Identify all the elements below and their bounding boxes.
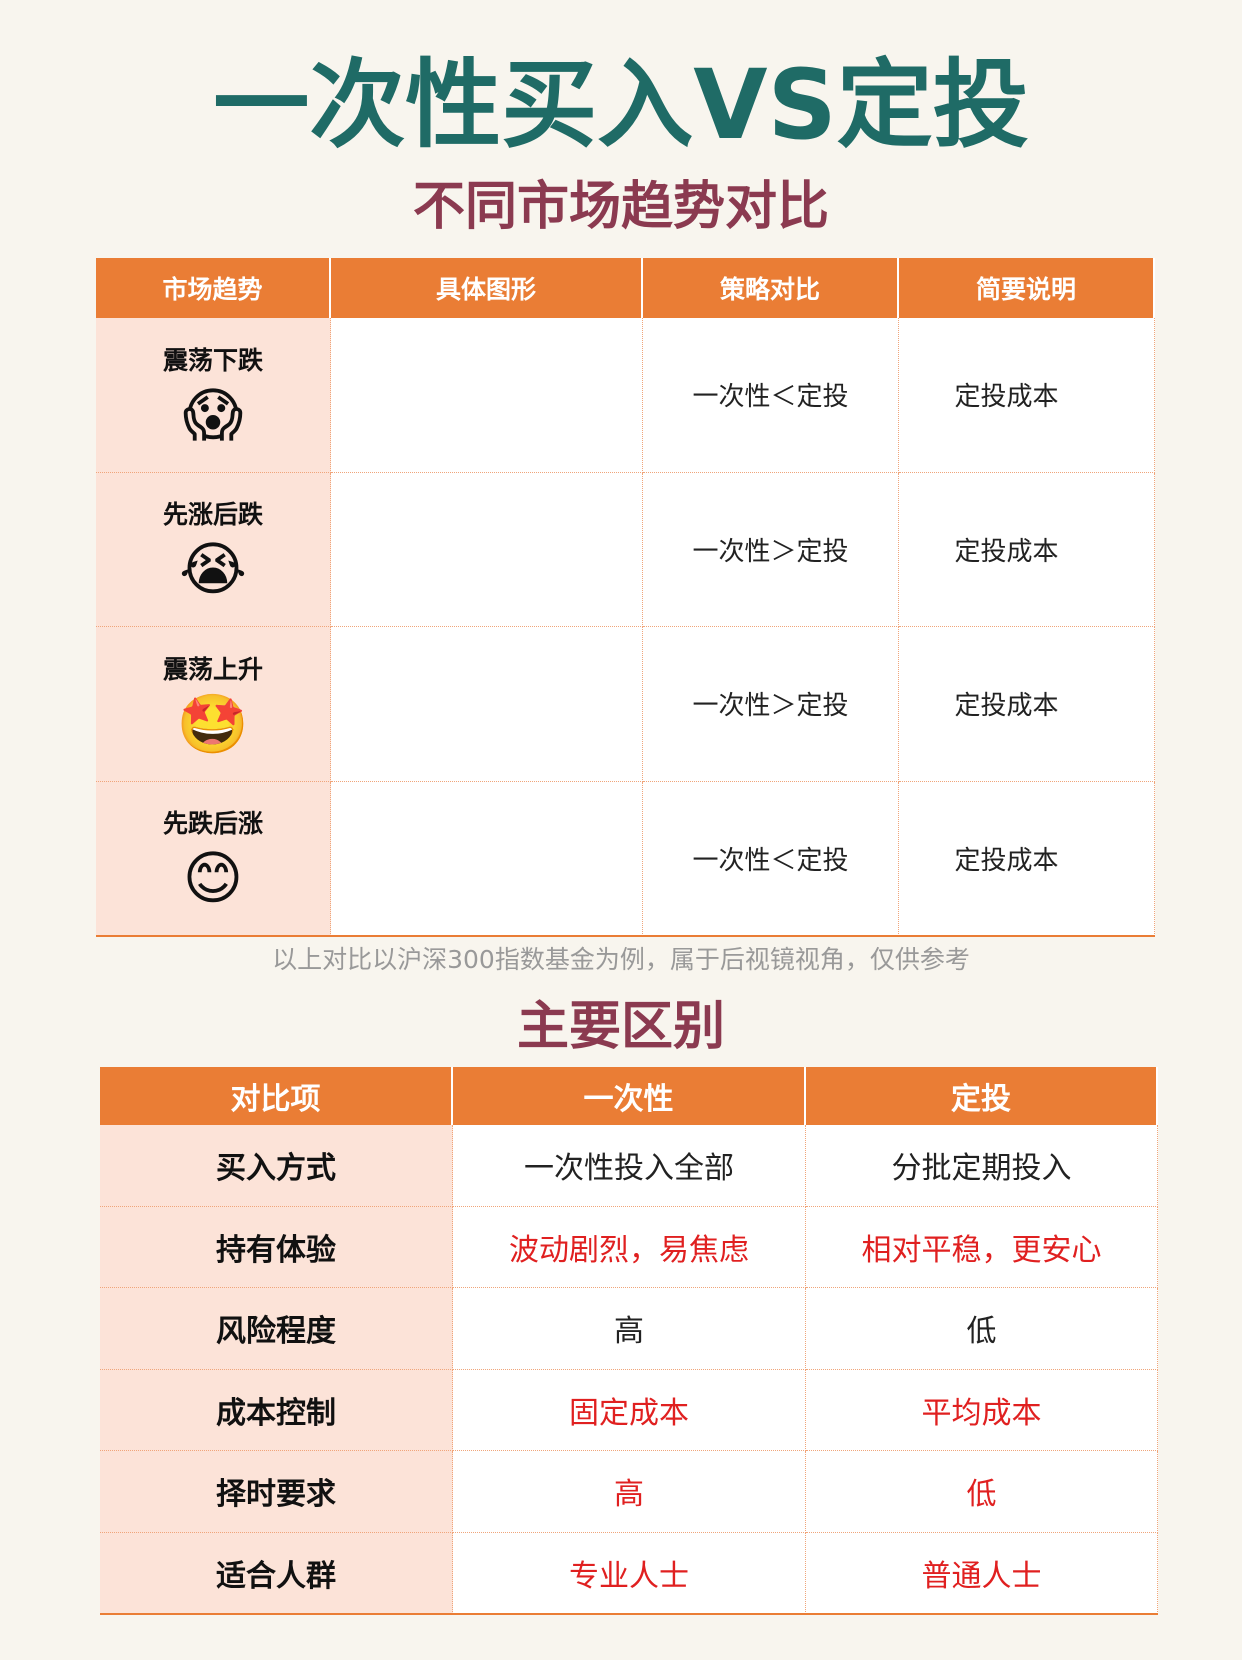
- item-cell: 成本控制: [100, 1369, 453, 1451]
- note: 以上对比以沪深300指数基金为例，属于后视镜视角，仅供参考: [272, 945, 970, 974]
- chart-cell: [331, 472, 643, 627]
- item-cell: 择时要求: [100, 1451, 453, 1533]
- item-cell: 适合人群: [100, 1532, 453, 1614]
- section-title: 主要区别: [516, 997, 725, 1057]
- value-cell: 高: [453, 1451, 806, 1533]
- summary-cell: 定投成本: [899, 472, 1155, 627]
- item-cell: 买入方式: [100, 1125, 453, 1207]
- trend-cell: 震荡下跌 😱: [96, 318, 331, 473]
- item-cell: 风险程度: [100, 1288, 453, 1370]
- compare-cell: 一次性＞定投: [643, 472, 899, 627]
- trend-cell: 先跌后涨 😊: [96, 781, 331, 936]
- header-cell: 定投: [806, 1067, 1158, 1125]
- header-cell: 简要说明: [899, 258, 1155, 318]
- trend-label: 先涨后跌: [162, 500, 263, 530]
- value-cell: 普通人士: [806, 1532, 1158, 1614]
- emoji: 😱: [182, 380, 244, 449]
- table-border: [96, 935, 1155, 937]
- value-cell: 相对平稳，更安心: [806, 1206, 1158, 1288]
- value-cell: 波动剧烈，易焦虑: [453, 1206, 806, 1288]
- compare-cell: 一次性＜定投: [643, 318, 899, 473]
- summary-cell: 定投成本: [899, 781, 1155, 936]
- value-cell: 平均成本: [806, 1369, 1158, 1451]
- header-cell: 市场趋势: [96, 258, 331, 318]
- header-cell: 对比项: [100, 1067, 453, 1125]
- trend-cell: 震荡上升 🤩: [96, 627, 331, 782]
- trend-label: 震荡下跌: [162, 345, 263, 375]
- emoji: 😭: [179, 535, 247, 604]
- header-cell: 具体图形: [331, 258, 643, 318]
- header-cell: 策略对比: [643, 258, 899, 318]
- value-cell: 专业人士: [453, 1532, 806, 1614]
- summary-cell: 定投成本: [899, 318, 1155, 473]
- value-cell: 高: [453, 1288, 806, 1370]
- subtitle: 不同市场趋势对比: [412, 177, 829, 237]
- value-cell: 分批定期投入: [806, 1125, 1158, 1207]
- trend-label: 先跌后涨: [162, 809, 263, 839]
- header-cell: 一次性: [453, 1067, 806, 1125]
- summary-cell: 定投成本: [899, 627, 1155, 782]
- compare-cell: 一次性＜定投: [643, 781, 899, 936]
- trend-cell: 先涨后跌 😭: [96, 472, 331, 627]
- table-border: [100, 1613, 1158, 1615]
- compare-cell: 一次性＞定投: [643, 627, 899, 782]
- emoji: 😊: [182, 844, 244, 913]
- trend-label: 震荡上升: [162, 654, 263, 684]
- title: 一次性买入VS定投: [213, 49, 1029, 161]
- item-cell: 持有体验: [100, 1206, 453, 1288]
- value-cell: 低: [806, 1451, 1158, 1533]
- value-cell: 固定成本: [453, 1369, 806, 1451]
- chart-cell: [331, 318, 643, 473]
- chart-cell: [331, 781, 643, 936]
- emoji: 🤩: [176, 689, 250, 758]
- chart-cell: [331, 627, 643, 782]
- value-cell: 一次性投入全部: [453, 1125, 806, 1207]
- value-cell: 低: [806, 1288, 1158, 1370]
